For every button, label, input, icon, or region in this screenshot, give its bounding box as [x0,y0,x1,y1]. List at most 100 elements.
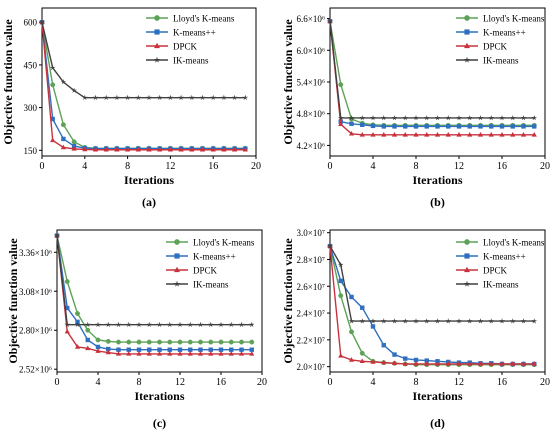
point-marker [327,18,333,24]
point-marker [218,321,224,328]
point-marker [467,132,473,137]
x-tick-label: 4 [371,161,376,172]
point-marker [188,94,195,101]
legend-label: IK-means [483,56,519,66]
point-marker [348,318,355,324]
point-marker [413,361,419,366]
point-marker [50,116,55,122]
point-marker [239,339,244,345]
point-marker [114,94,120,101]
point-marker [173,280,181,287]
point-marker [231,94,238,101]
point-marker [49,64,56,71]
y-tick-label: 5.4×10⁶ [297,78,325,88]
point-marker [463,56,471,63]
plot-frame [56,229,263,373]
point-marker [521,124,526,129]
point-marker [359,358,365,364]
point-marker [531,114,538,121]
legend-label: K-means++ [483,28,526,38]
point-marker [348,114,355,121]
point-marker [85,327,91,333]
point-marker [499,318,505,324]
series-ik-means [39,19,249,101]
point-marker [403,124,408,129]
point-marker [434,132,441,137]
y-tick-label: 3.0×10⁷ [297,228,325,238]
point-marker [520,318,527,324]
point-marker [82,146,88,152]
point-marker [154,42,160,49]
legend-label: K-means++ [193,252,236,262]
point-marker [359,114,366,121]
point-marker [248,321,255,328]
point-marker [499,132,505,137]
point-marker [337,261,344,268]
point-marker [146,351,152,356]
series-k-means- [39,20,248,151]
point-marker [242,146,248,152]
legend-label: IK-means [483,280,519,290]
series-line [56,235,252,326]
point-marker [64,321,71,328]
legend-label: Lloyd's K-means [483,238,545,248]
panel-label: (a) [142,195,156,209]
point-marker [50,82,56,88]
series-line [41,22,246,150]
point-marker [349,294,354,300]
chart-panel-a: 0 4 8 12 16 20 150 300 450 600 Iterations Objective… [1,7,261,209]
x-tick-label: 20 [251,161,261,172]
point-marker [116,347,121,352]
y-tick-label: 2.80×10⁶ [19,326,52,336]
point-marker [424,361,430,366]
point-marker [105,349,111,355]
point-marker [239,347,244,352]
x-tick-label: 12 [175,377,185,388]
point-marker [199,146,206,152]
x-tick-label: 4 [96,377,101,388]
point-marker [467,361,473,366]
legend-label: IK-means [193,280,229,290]
point-marker [157,347,162,352]
y-tick-label: 450 [24,60,38,70]
x-tick-label: 0 [55,377,60,388]
point-marker [338,353,344,358]
point-marker [229,347,234,352]
point-marker [218,351,224,356]
point-marker [349,329,354,335]
panel-label: (d) [430,416,445,430]
series-dpck [327,18,537,137]
point-marker [208,347,213,352]
legend: Lloyd's K-means K-means++ DPCK IK-means [146,14,235,66]
point-marker [146,94,152,101]
point-marker [392,352,397,357]
point-marker [135,94,142,101]
point-marker [135,146,141,152]
point-marker [115,351,122,356]
point-marker [327,243,333,249]
point-marker [424,124,429,129]
point-marker [423,318,430,324]
point-marker [178,94,184,101]
point-marker [403,356,408,361]
series-line [41,22,246,151]
y-tick-label: 2.6×10⁷ [297,282,325,292]
y-axis-label: Objective function value [1,19,15,145]
point-marker [488,132,494,137]
point-marker [174,239,180,245]
series-lloyd-s-k-means [54,233,255,345]
series-lloyd-s-k-means [39,19,248,151]
x-tick-label: 0 [328,377,333,388]
x-tick-label: 8 [414,377,419,388]
point-marker [106,346,111,352]
point-marker [174,253,180,259]
x-axis-label: Iterations [135,389,185,403]
point-marker [499,114,505,121]
point-marker [154,29,160,35]
point-marker [413,357,419,363]
panel-label: (c) [153,416,166,430]
x-tick-label: 4 [82,161,87,172]
point-marker [423,114,430,121]
point-marker [74,344,81,349]
point-marker [187,351,193,356]
